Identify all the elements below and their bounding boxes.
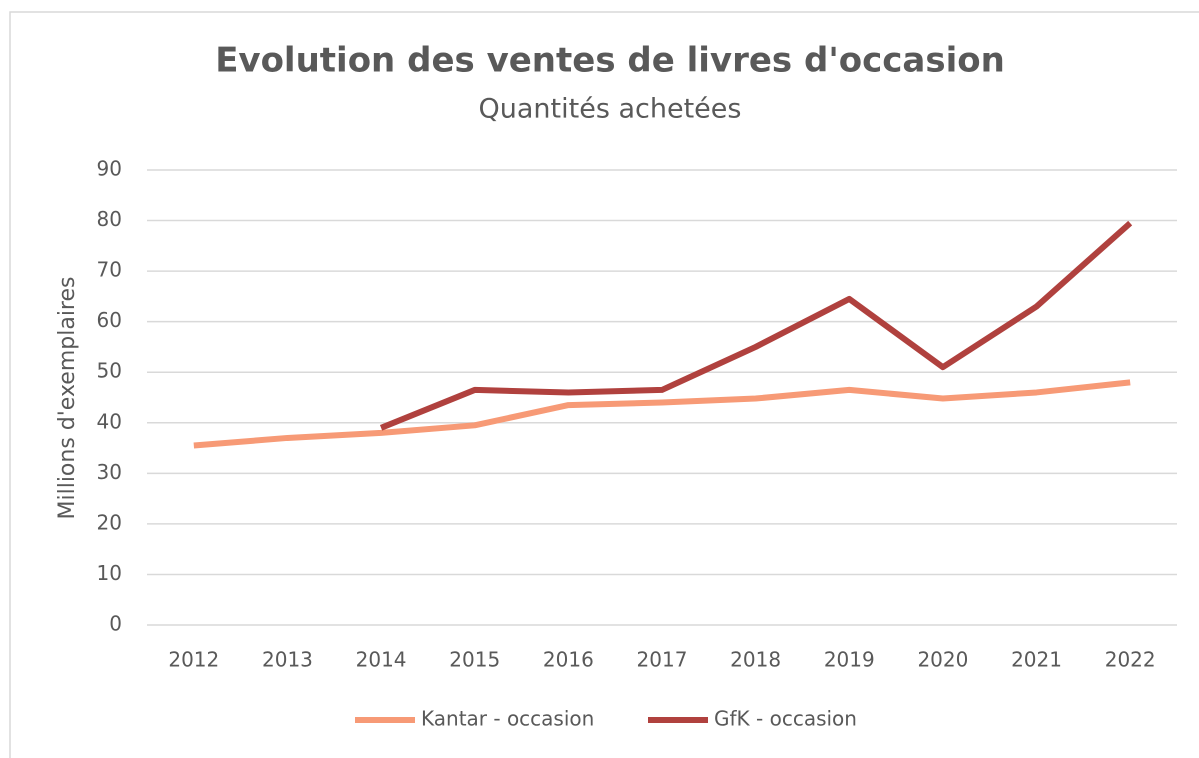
series-line [379,220,1133,431]
y-tick-label: 80 [97,207,122,231]
x-tick-label: 2012 [168,648,219,672]
y-tick-label: 10 [97,561,122,585]
y-tick-label: 30 [97,460,122,484]
y-tick-label: 40 [97,409,122,433]
chart-subtitle: Quantités achetées [479,94,742,125]
y-tick-label: 50 [97,359,122,383]
series-line [193,379,1131,449]
y-axis-label: Millions d'exemplaires [55,277,80,520]
x-tick-label: 2022 [1105,648,1156,672]
x-tick-label: 2013 [262,648,313,672]
legend-label: Kantar - occasion [421,707,594,731]
y-tick-label: 90 [97,157,122,181]
y-tick-label: 20 [97,510,122,534]
x-tick-label: 2017 [637,648,688,672]
x-tick-label: 2018 [730,648,781,672]
x-tick-label: 2019 [824,648,875,672]
x-tick-label: 2014 [356,648,407,672]
y-tick-label: 0 [109,612,122,636]
x-tick-label: 2015 [449,648,500,672]
chart-frame [9,11,1199,758]
x-tick-label: 2020 [917,648,968,672]
y-tick-label: 70 [97,258,122,282]
legend-label: GfK - occasion [714,707,857,731]
chart-title: Evolution des ventes de livres d'occasio… [215,41,1005,81]
y-tick-label: 60 [97,308,122,332]
x-tick-label: 2021 [1011,648,1062,672]
x-tick-label: 2016 [543,648,594,672]
